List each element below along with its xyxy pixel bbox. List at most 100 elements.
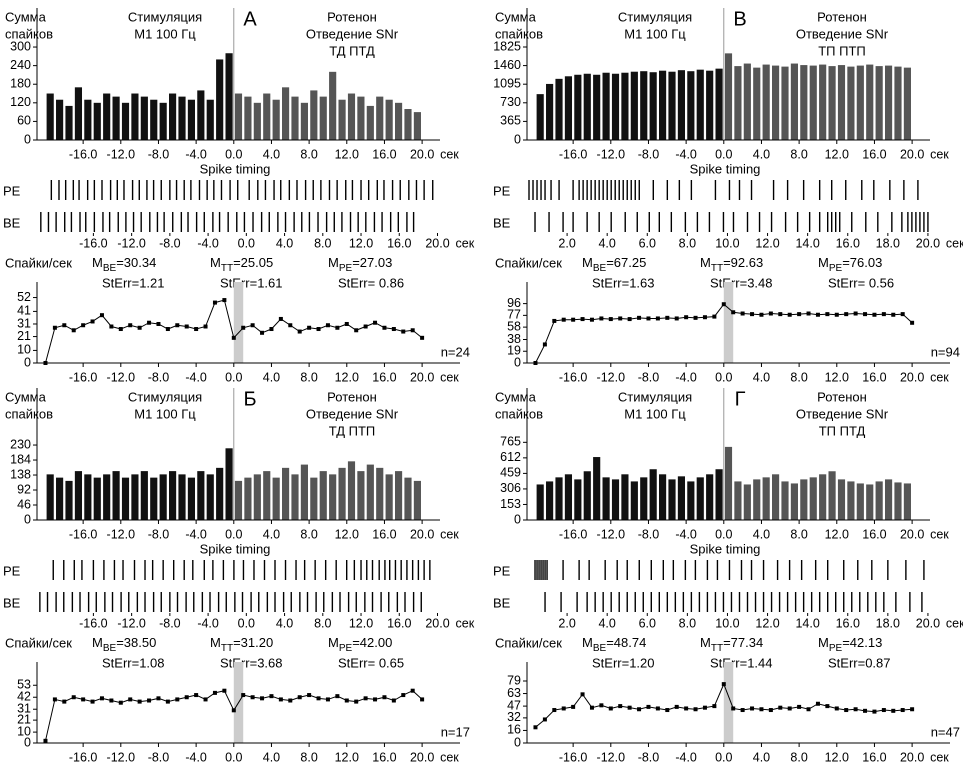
row-name: PE [3, 563, 21, 578]
x-unit: сек [930, 527, 949, 541]
x-tick-label: 4.0 [753, 527, 770, 541]
header-sum: Сумма [5, 389, 47, 404]
y-tick-label: 120 [10, 95, 31, 109]
header-stim: М1 100 Гц [624, 26, 686, 41]
mean-symbol: M [582, 635, 593, 650]
bar [225, 448, 233, 520]
trend-point [391, 698, 396, 703]
x-tick-label: -8.0 [159, 236, 181, 250]
bar [366, 105, 374, 140]
x-tick-label: -16.0 [559, 370, 588, 384]
y-tick-label: 365 [500, 114, 521, 128]
bar [602, 477, 610, 520]
mean-value: =92.63 [723, 255, 763, 270]
header-rec: ТП ПТД [819, 423, 866, 438]
trend-point [231, 708, 236, 713]
bar [715, 68, 723, 140]
bar [574, 74, 582, 140]
bar [837, 65, 846, 140]
bar [103, 93, 111, 140]
mean-value: =38.50 [116, 635, 156, 650]
bar [564, 76, 573, 140]
mean-value: =42.00 [352, 635, 392, 650]
x-tick-label: 4.0 [263, 370, 280, 384]
trend-point [401, 693, 406, 698]
bar [338, 467, 346, 520]
x-tick-label: 16.0 [372, 370, 396, 384]
bar [65, 480, 73, 520]
trend-point [740, 708, 745, 713]
y-tick-label: 0 [24, 512, 31, 526]
bar [536, 94, 544, 140]
x-tick-label: 8.0 [300, 750, 317, 764]
bar [847, 481, 855, 520]
trend-point [834, 706, 839, 711]
bar [630, 481, 638, 520]
bar [894, 66, 902, 140]
x-tick-label: -16.0 [79, 616, 108, 630]
bar [291, 474, 299, 520]
x-tick-label: 0.0 [715, 147, 732, 161]
trend-point [212, 300, 217, 305]
x-tick-label: 18.0 [876, 616, 900, 630]
bar [329, 474, 337, 520]
y-tick-label: 138 [10, 467, 31, 481]
mean-sub: TT [711, 643, 723, 654]
x-tick-label: -8.0 [159, 616, 181, 630]
stderr: StErr=1.44 [710, 655, 773, 670]
mean-symbol: M [582, 255, 593, 270]
x-tick-label: 0.0 [715, 527, 732, 541]
x-tick-label: 16.0 [387, 616, 411, 630]
trend-point [684, 315, 689, 320]
mean-value: =30.34 [116, 255, 156, 270]
y-tick-label: 60 [17, 114, 31, 128]
x-tick-label: -8.0 [638, 527, 660, 541]
trend-point [269, 694, 274, 699]
y-tick-label: 459 [500, 466, 521, 480]
stats-label: Спайки/сек [5, 635, 72, 650]
x-tick-label: 8.0 [790, 527, 807, 541]
header-stim: Стимуляция [618, 9, 692, 24]
x-tick-label: 0.0 [238, 236, 255, 250]
bar [687, 71, 695, 140]
trend-point [721, 302, 726, 307]
x-tick-label: -12.0 [117, 236, 146, 250]
trend-point [863, 708, 868, 713]
x-tick-label: 18.0 [876, 236, 900, 250]
x-unit: сек [440, 750, 459, 764]
bar [329, 71, 337, 140]
bar [263, 93, 271, 140]
bar [150, 99, 158, 140]
y-tick-label: 1460 [493, 58, 521, 72]
x-tick-label: 12.0 [335, 750, 359, 764]
x-tick-label: -12.0 [107, 147, 136, 161]
x-tick-label: 0.0 [238, 616, 255, 630]
x-unit: сек [456, 236, 475, 250]
trend-point [637, 707, 642, 712]
trend-point [533, 361, 538, 365]
bar [555, 78, 563, 140]
trend-point [552, 318, 557, 323]
x-tick-label: -12.0 [597, 750, 626, 764]
x-tick-label: -16.0 [559, 527, 588, 541]
y-tick-label: 41 [17, 304, 31, 318]
x-tick-label: -4.0 [675, 750, 697, 764]
x-tick-label: -12.0 [107, 750, 136, 764]
bar [696, 477, 704, 520]
bar [93, 477, 101, 520]
bar [74, 87, 83, 140]
row-name: BE [493, 595, 511, 610]
header-rec: Отведение SNr [306, 406, 399, 421]
bar [715, 469, 723, 520]
bar [536, 484, 544, 520]
panel: Сумма спайков Стимуляция М1 100 Гц Ротенон От… [3, 388, 475, 764]
header-sum: спайков [5, 26, 53, 41]
x-tick-label: 12.0 [825, 147, 849, 161]
trend-point [618, 316, 623, 321]
bar [206, 474, 214, 520]
trend-point [391, 327, 396, 332]
trend-point [62, 323, 67, 328]
bar [772, 474, 780, 520]
x-tick-label: -4.0 [197, 616, 219, 630]
bar [84, 474, 92, 520]
